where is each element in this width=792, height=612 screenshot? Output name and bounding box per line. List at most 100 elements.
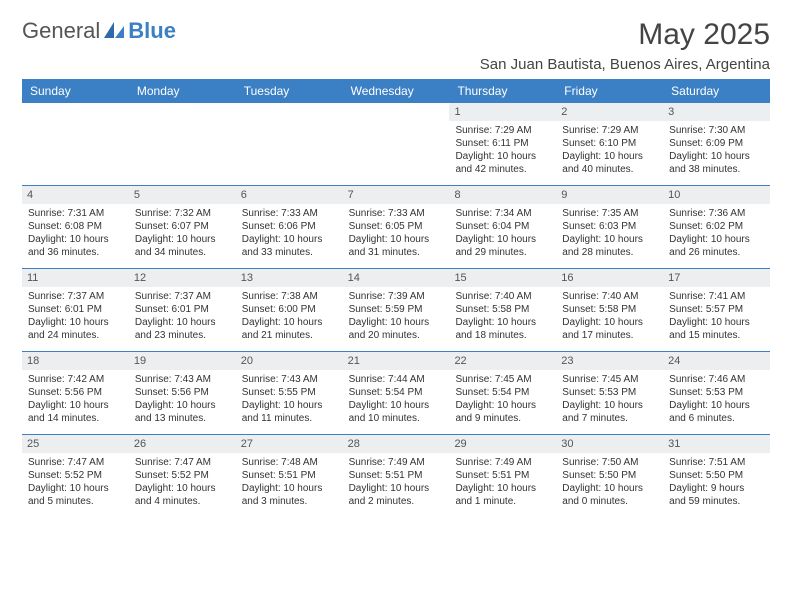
daylight1-text: Daylight: 10 hours (455, 150, 550, 163)
day-number: 1 (449, 103, 556, 121)
sunrise-text: Sunrise: 7:34 AM (455, 207, 550, 220)
day-number: 29 (449, 435, 556, 453)
daylight1-text: Daylight: 10 hours (28, 316, 123, 329)
sunrise-text: Sunrise: 7:43 AM (135, 373, 230, 386)
sunrise-text: Sunrise: 7:31 AM (28, 207, 123, 220)
daylight2-text: and 29 minutes. (455, 246, 550, 259)
daylight2-text: and 17 minutes. (562, 329, 657, 342)
weekday: Wednesday (343, 79, 450, 103)
daylight2-text: and 2 minutes. (349, 495, 444, 508)
calendar-row: 4Sunrise: 7:31 AMSunset: 6:08 PMDaylight… (22, 185, 770, 268)
calendar-cell: 16Sunrise: 7:40 AMSunset: 5:58 PMDayligh… (556, 269, 663, 351)
calendar-cell: 6Sunrise: 7:33 AMSunset: 6:06 PMDaylight… (236, 186, 343, 268)
calendar-row: 1Sunrise: 7:29 AMSunset: 6:11 PMDaylight… (22, 103, 770, 185)
sunrise-text: Sunrise: 7:33 AM (242, 207, 337, 220)
calendar-cell: 3Sunrise: 7:30 AMSunset: 6:09 PMDaylight… (663, 103, 770, 185)
sunrise-text: Sunrise: 7:50 AM (562, 456, 657, 469)
daylight1-text: Daylight: 10 hours (562, 150, 657, 163)
calendar-cell: 29Sunrise: 7:49 AMSunset: 5:51 PMDayligh… (449, 435, 556, 517)
sunset-text: Sunset: 6:01 PM (28, 303, 123, 316)
calendar-cell: 1 Sunrise: 7:29 AMSunset: 6:11 PMDaylight… (449, 103, 556, 185)
weekday: Monday (129, 79, 236, 103)
sunrise-text: Sunrise: 7:39 AM (349, 290, 444, 303)
calendar-cell: 5Sunrise: 7:32 AMSunset: 6:07 PMDaylight… (129, 186, 236, 268)
sunrise-text: Sunrise: 7:37 AM (135, 290, 230, 303)
calendar-cell: 18Sunrise: 7:42 AMSunset: 5:56 PMDayligh… (22, 352, 129, 434)
sunrise-text: Sunrise: 7:45 AM (562, 373, 657, 386)
sunrise-text: Sunrise: 7:49 AM (455, 456, 550, 469)
calendar-cell: 27Sunrise: 7:48 AMSunset: 5:51 PMDayligh… (236, 435, 343, 517)
sunset-text: Sunset: 6:05 PM (349, 220, 444, 233)
daylight1-text: Daylight: 10 hours (135, 482, 230, 495)
calendar-cell: 11Sunrise: 7:37 AMSunset: 6:01 PMDayligh… (22, 269, 129, 351)
calendar-cell: 9Sunrise: 7:35 AMSunset: 6:03 PMDaylight… (556, 186, 663, 268)
sunset-text: Sunset: 6:11 PM (455, 137, 550, 150)
day-number: 2 (556, 103, 663, 121)
daylight1-text: Daylight: 10 hours (242, 316, 337, 329)
sunset-text: Sunset: 5:51 PM (242, 469, 337, 482)
daylight2-text: and 10 minutes. (349, 412, 444, 425)
daylight1-text: Daylight: 10 hours (28, 233, 123, 246)
day-number: 21 (343, 352, 450, 370)
sunset-text: Sunset: 6:00 PM (242, 303, 337, 316)
sunrise-text: Sunrise: 7:29 AM (562, 124, 657, 137)
day-number: 8 (449, 186, 556, 204)
daylight2-text: and 3 minutes. (242, 495, 337, 508)
daylight1-text: Daylight: 10 hours (669, 150, 764, 163)
sunrise-text: Sunrise: 7:33 AM (349, 207, 444, 220)
daylight1-text: Daylight: 10 hours (349, 399, 444, 412)
day-number: 6 (236, 186, 343, 204)
daylight2-text: and 14 minutes. (28, 412, 123, 425)
sunset-text: Sunset: 5:54 PM (455, 386, 550, 399)
sunset-text: Sunset: 5:58 PM (562, 303, 657, 316)
sunrise-text: Sunrise: 7:29 AM (455, 124, 550, 137)
sunrise-text: Sunrise: 7:51 AM (669, 456, 764, 469)
sunset-text: Sunset: 6:08 PM (28, 220, 123, 233)
daylight1-text: Daylight: 10 hours (349, 482, 444, 495)
sunrise-text: Sunrise: 7:32 AM (135, 207, 230, 220)
daylight1-text: Daylight: 10 hours (135, 399, 230, 412)
calendar-cell (129, 103, 236, 185)
day-number: 17 (663, 269, 770, 287)
daylight1-text: Daylight: 10 hours (669, 233, 764, 246)
day-number: 19 (129, 352, 236, 370)
day-number: 5 (129, 186, 236, 204)
daylight2-text: and 4 minutes. (135, 495, 230, 508)
calendar-page: General Blue May 2025 San Juan Bautista,… (0, 0, 792, 535)
day-number: 23 (556, 352, 663, 370)
day-number: 22 (449, 352, 556, 370)
daylight2-text: and 42 minutes. (455, 163, 550, 176)
sunrise-text: Sunrise: 7:35 AM (562, 207, 657, 220)
calendar-cell: 15Sunrise: 7:40 AMSunset: 5:58 PMDayligh… (449, 269, 556, 351)
daylight1-text: Daylight: 10 hours (562, 482, 657, 495)
weekday: Friday (556, 79, 663, 103)
sunrise-text: Sunrise: 7:48 AM (242, 456, 337, 469)
day-number: 15 (449, 269, 556, 287)
sunset-text: Sunset: 5:56 PM (28, 386, 123, 399)
day-number: 12 (129, 269, 236, 287)
daylight2-text: and 24 minutes. (28, 329, 123, 342)
day-number: 27 (236, 435, 343, 453)
day-number: 31 (663, 435, 770, 453)
daylight2-text: and 0 minutes. (562, 495, 657, 508)
calendar-cell: 24Sunrise: 7:46 AMSunset: 5:53 PMDayligh… (663, 352, 770, 434)
calendar-cell: 14Sunrise: 7:39 AMSunset: 5:59 PMDayligh… (343, 269, 450, 351)
daylight2-text: and 31 minutes. (349, 246, 444, 259)
daylight1-text: Daylight: 10 hours (562, 233, 657, 246)
daylight1-text: Daylight: 10 hours (669, 399, 764, 412)
calendar-cell: 22Sunrise: 7:45 AMSunset: 5:54 PMDayligh… (449, 352, 556, 434)
sunset-text: Sunset: 6:02 PM (669, 220, 764, 233)
sunrise-text: Sunrise: 7:42 AM (28, 373, 123, 386)
daylight1-text: Daylight: 10 hours (349, 316, 444, 329)
sunset-text: Sunset: 6:04 PM (455, 220, 550, 233)
calendar-cell: 10Sunrise: 7:36 AMSunset: 6:02 PMDayligh… (663, 186, 770, 268)
day-number: 9 (556, 186, 663, 204)
calendar-cell: 8Sunrise: 7:34 AMSunset: 6:04 PMDaylight… (449, 186, 556, 268)
calendar-cell (236, 103, 343, 185)
sunset-text: Sunset: 5:56 PM (135, 386, 230, 399)
calendar-cell: 26Sunrise: 7:47 AMSunset: 5:52 PMDayligh… (129, 435, 236, 517)
daylight2-text: and 33 minutes. (242, 246, 337, 259)
daylight2-text: and 1 minute. (455, 495, 550, 508)
day-number: 26 (129, 435, 236, 453)
sunset-text: Sunset: 5:55 PM (242, 386, 337, 399)
